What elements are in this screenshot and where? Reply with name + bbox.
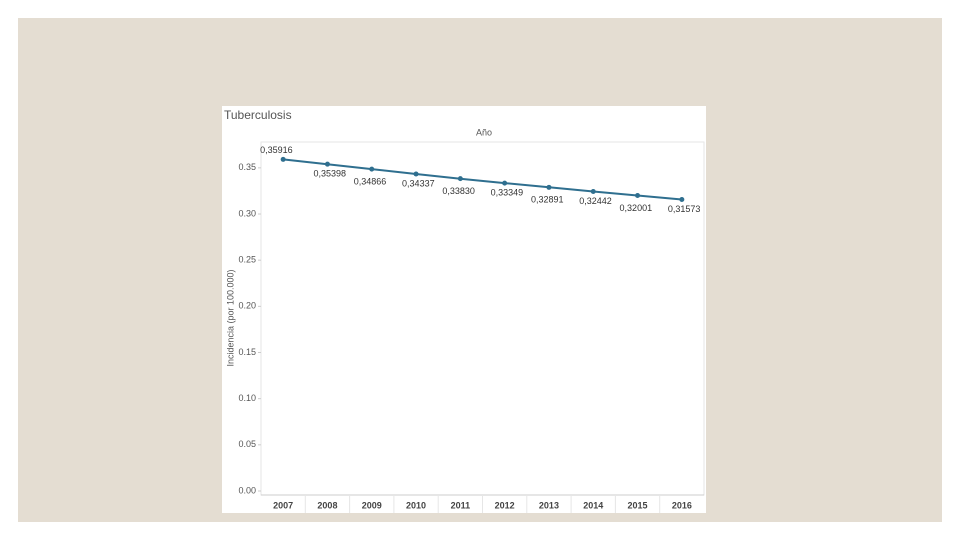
- value-label: 0,35398: [313, 169, 346, 179]
- x-tick-label: 2015: [628, 500, 648, 510]
- x-tick-label: 2009: [362, 500, 382, 510]
- y-axis-title: Incidencia (por 100.000): [225, 269, 235, 366]
- value-label: 0,32891: [531, 195, 564, 205]
- value-label: 0,34337: [402, 178, 435, 188]
- value-label: 0,31573: [668, 204, 701, 214]
- point: [413, 171, 419, 177]
- value-label: 0,33830: [442, 186, 475, 196]
- x-tick-label: 2008: [317, 500, 337, 510]
- value-label: 0,35916: [260, 145, 293, 155]
- point: [502, 180, 508, 186]
- y-tick-label: 0.30: [238, 208, 256, 218]
- line: [282, 158, 682, 201]
- value-label: 0,32442: [579, 196, 612, 206]
- point: [280, 156, 286, 162]
- y-tick-label: 0.35: [238, 162, 256, 172]
- value-label: 0,33349: [491, 187, 524, 197]
- value-label: 0,32001: [620, 203, 653, 213]
- point: [546, 184, 552, 190]
- point: [324, 161, 330, 167]
- x-tick-label: 2013: [539, 500, 559, 510]
- chart-title: Tuberculosis: [224, 108, 292, 122]
- point: [635, 193, 641, 199]
- y-tick-label: 0.05: [238, 439, 256, 449]
- y-tick-label: 0.15: [238, 347, 256, 357]
- x-tick-label: 2016: [672, 500, 692, 510]
- x-tick-label: 2014: [583, 500, 603, 510]
- chart: Tuberculosis Año Incidencia (por 100.000…: [222, 106, 706, 513]
- y-tick-label: 0.10: [238, 393, 256, 403]
- x-tick-label: 2010: [406, 500, 426, 510]
- y-tick-label: 0.20: [238, 301, 256, 311]
- y-tick-label: 0.00: [238, 485, 256, 495]
- point: [679, 196, 685, 202]
- x-axis-title: Año: [476, 127, 492, 137]
- point: [590, 188, 596, 194]
- x-tick-label: 2012: [495, 500, 515, 510]
- value-label: 0,34866: [354, 176, 387, 186]
- point: [369, 166, 375, 172]
- y-tick-label: 0.25: [238, 255, 256, 265]
- x-tick-label: 2011: [451, 500, 471, 510]
- x-tick-label: 2007: [273, 500, 293, 510]
- point: [457, 176, 463, 182]
